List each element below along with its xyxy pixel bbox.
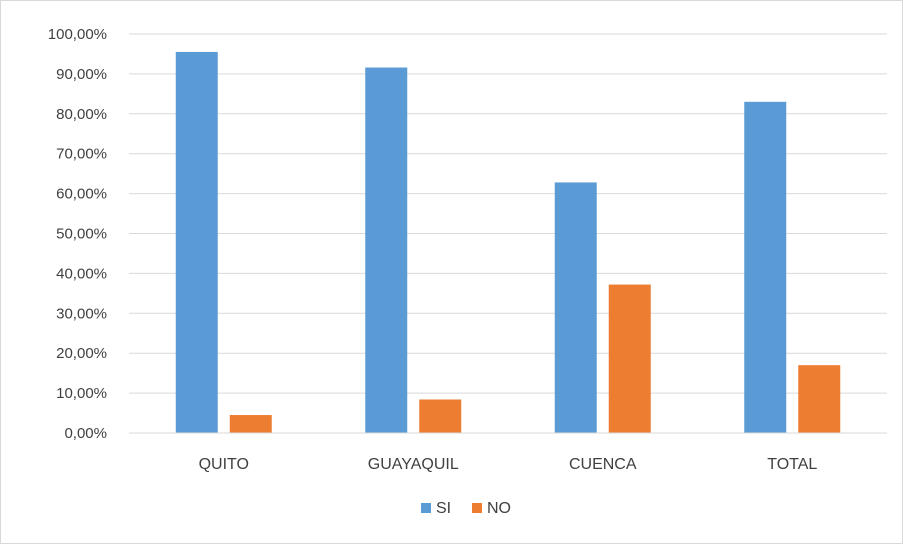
category-label: QUITO <box>199 456 249 473</box>
bar-no-guayaquil <box>419 399 462 433</box>
y-tick-label: 100,00% <box>48 26 107 43</box>
legend-label-si: SI <box>436 500 451 517</box>
y-tick-label: 20,00% <box>56 345 107 362</box>
y-tick-label: 50,00% <box>56 226 107 243</box>
y-axis-tick-labels: 0,00% 10,00% 20,00% 30,00% 40,00% 50,00% 60,00… <box>48 26 107 442</box>
x-axis-category-labels: QUITO GUAYAQUIL CUENCA TOTAL <box>199 456 818 473</box>
bar-no-quito <box>229 415 272 433</box>
bar-no-cuenca <box>608 284 651 433</box>
bar-si-quito <box>175 51 218 433</box>
y-tick-label: 30,00% <box>56 305 107 322</box>
category-label: CUENCA <box>569 456 637 473</box>
gridlines <box>129 33 887 394</box>
y-tick-label: 60,00% <box>56 186 107 203</box>
y-tick-label: 70,00% <box>56 146 107 163</box>
legend-swatch-si <box>421 503 431 513</box>
legend-swatch-no <box>472 503 482 513</box>
bar-si-cuenca <box>554 182 597 433</box>
y-tick-label: 90,00% <box>56 66 107 83</box>
legend: SI NO <box>421 500 511 517</box>
y-tick-label: 0,00% <box>64 425 107 442</box>
bars <box>175 51 841 434</box>
y-tick-label: 80,00% <box>56 106 107 123</box>
category-label: GUAYAQUIL <box>368 456 459 473</box>
bar-si-guayaquil <box>365 67 408 434</box>
category-label: TOTAL <box>767 456 817 473</box>
bar-si-total <box>744 101 787 433</box>
bar-no-total <box>798 365 841 433</box>
legend-label-no: NO <box>487 500 511 517</box>
y-tick-label: 10,00% <box>56 385 107 402</box>
y-tick-label: 40,00% <box>56 265 107 282</box>
